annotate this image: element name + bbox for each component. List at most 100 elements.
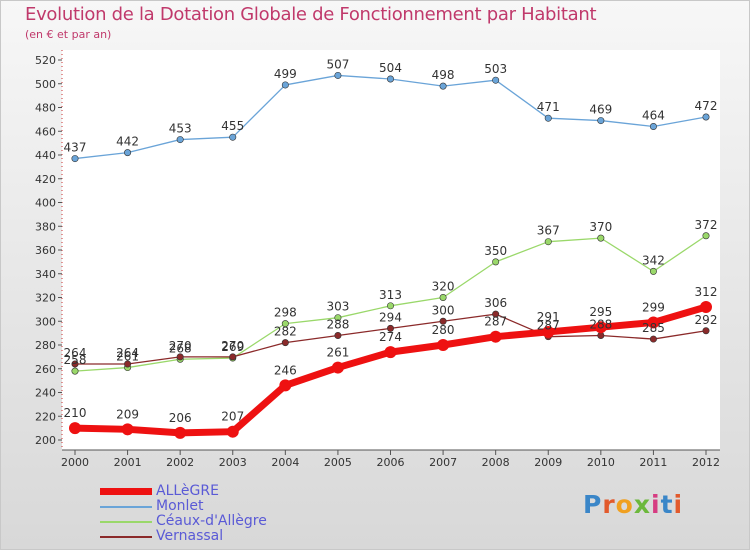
- data-point: [121, 423, 134, 436]
- data-point: [124, 360, 132, 368]
- data-point: [702, 327, 710, 335]
- data-point: [71, 360, 79, 368]
- data-label: 342: [642, 253, 665, 267]
- data-label: 299: [642, 300, 665, 314]
- data-label: 280: [432, 323, 455, 337]
- data-point: [384, 346, 397, 359]
- y-tick-label: 440: [35, 149, 56, 162]
- y-tick-label: 300: [35, 315, 56, 328]
- data-label: 507: [326, 57, 349, 71]
- data-label: 350: [484, 244, 507, 258]
- logo-letter: x: [633, 490, 651, 519]
- data-label: 498: [432, 68, 455, 82]
- data-point: [279, 379, 292, 392]
- data-point: [492, 76, 500, 84]
- y-tick-label: 240: [35, 387, 56, 400]
- data-point: [439, 293, 447, 301]
- data-label: 292: [695, 313, 718, 327]
- logo-letter: t: [660, 490, 674, 519]
- data-point: [544, 238, 552, 246]
- data-label: 246: [274, 363, 297, 377]
- data-label: 298: [274, 306, 297, 320]
- legend-label-monlet: Monlet: [156, 498, 204, 514]
- y-tick-label: 320: [35, 292, 56, 305]
- legend-item-vernassal[interactable]: Vernassal: [100, 529, 267, 544]
- y-tick-label: 420: [35, 173, 56, 186]
- legend-label-allegre: ALLèGRE: [156, 483, 219, 499]
- legend-swatch-vernassal: [100, 535, 152, 538]
- data-label: 312: [695, 285, 718, 299]
- data-label: 291: [537, 310, 560, 324]
- x-tick-label: 2006: [377, 456, 405, 469]
- data-point: [334, 331, 342, 339]
- logo-letter: i: [673, 490, 684, 519]
- legend-item-ceaux[interactable]: Céaux-d'Allègre: [100, 514, 267, 529]
- y-tick-label: 200: [35, 434, 56, 447]
- data-point: [702, 113, 710, 121]
- y-tick-label: 360: [35, 244, 56, 257]
- data-point: [281, 81, 289, 89]
- x-tick-label: 2010: [587, 456, 615, 469]
- data-label: 288: [326, 318, 349, 332]
- data-label: 372: [695, 218, 718, 232]
- x-tick-label: 2004: [271, 456, 299, 469]
- data-label: 503: [484, 62, 507, 76]
- data-label: 306: [484, 296, 507, 310]
- y-tick-label: 260: [35, 363, 56, 376]
- data-point: [700, 301, 712, 313]
- data-label: 287: [484, 315, 507, 329]
- data-point: [649, 267, 657, 275]
- x-tick-label: 2012: [692, 456, 720, 469]
- legend-label-vernassal: Vernassal: [156, 528, 224, 544]
- data-point: [69, 422, 81, 435]
- axes: 200 220 240 260 280 300 320 340 360 380 400 420 440 4…: [35, 50, 720, 469]
- x-tick-label: 2008: [482, 456, 510, 469]
- y-tick-label: 380: [35, 220, 56, 233]
- data-point: [334, 71, 342, 79]
- data-point: [176, 136, 184, 144]
- data-point: [647, 316, 660, 329]
- data-point: [334, 314, 342, 322]
- data-labels: 437 442 453 455 499 507 504 498 503 471 469 464 472 2…: [64, 57, 718, 424]
- data-label: 472: [695, 99, 718, 113]
- data-point: [281, 320, 289, 328]
- data-label: 300: [432, 303, 455, 317]
- data-point: [176, 353, 184, 361]
- x-tick-label: 2011: [639, 456, 667, 469]
- x-tick-label: 2002: [166, 456, 194, 469]
- y-tick-label: 220: [35, 410, 56, 423]
- x-tick-label: 2000: [61, 456, 89, 469]
- data-label: 261: [326, 346, 349, 360]
- data-point: [492, 310, 500, 318]
- data-label: 268: [169, 341, 192, 355]
- data-point: [124, 149, 132, 157]
- data-point: [437, 339, 450, 351]
- data-label: 258: [64, 353, 87, 367]
- data-point: [229, 133, 237, 141]
- y-tick-label: 500: [35, 78, 56, 91]
- series-layer: [69, 71, 712, 439]
- legend-label-ceaux: Céaux-d'Allègre: [156, 513, 267, 529]
- data-label: 269: [221, 340, 244, 354]
- data-label: 270: [169, 339, 192, 353]
- data-label: 282: [274, 325, 297, 339]
- data-label: 367: [537, 224, 560, 238]
- proxiti-logo: Proxiti: [583, 490, 683, 519]
- data-point: [544, 114, 552, 122]
- data-label: 270: [221, 339, 244, 353]
- data-label: 499: [274, 67, 297, 81]
- y-tick-label: 480: [35, 102, 56, 115]
- x-tick-label: 2009: [534, 456, 562, 469]
- logo-letter: i: [651, 490, 661, 519]
- data-label: 209: [116, 407, 139, 421]
- legend-item-monlet[interactable]: Monlet: [100, 499, 267, 514]
- data-label: 370: [589, 220, 612, 234]
- legend-item-allegre[interactable]: ALLèGRE: [100, 484, 267, 499]
- data-point: [649, 335, 657, 343]
- y-tick-label: 460: [35, 125, 56, 138]
- data-label: 453: [169, 122, 192, 136]
- data-label: 469: [589, 103, 612, 117]
- data-point: [71, 155, 79, 163]
- data-point: [649, 123, 657, 131]
